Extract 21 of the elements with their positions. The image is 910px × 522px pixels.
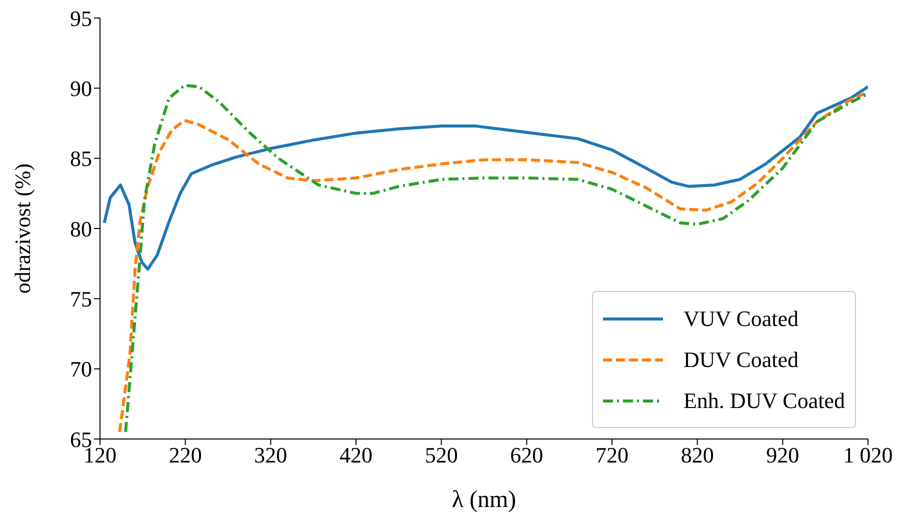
x-tick-label: 720 <box>596 442 628 468</box>
x-tick-label: 820 <box>680 442 714 468</box>
x-tick-label: 1 020 <box>843 442 893 468</box>
x-tick-label: 320 <box>254 442 288 468</box>
y-tick-label: 90 <box>70 76 92 101</box>
x-tick-label: 520 <box>424 442 458 468</box>
x-tick-label: 420 <box>340 442 372 468</box>
legend-label: VUV Coated <box>683 306 799 332</box>
x-axis-title: λ (nm) <box>452 487 516 513</box>
x-tick-label: 620 <box>510 442 544 468</box>
y-axis-title: odrazivost (%) <box>10 163 35 294</box>
y-tick-label: 85 <box>70 146 92 172</box>
x-tick-label: 220 <box>168 442 202 468</box>
y-tick-label: 75 <box>70 286 92 312</box>
y-tick-label: 80 <box>70 216 92 242</box>
legend-label: Enh. DUV Coated <box>683 388 845 414</box>
y-tick-label: 70 <box>70 356 92 382</box>
line-series <box>102 85 868 271</box>
legend-label: DUV Coated <box>683 346 799 372</box>
y-tick-label: 95 <box>70 6 92 31</box>
x-tick-label: 920 <box>766 442 800 468</box>
